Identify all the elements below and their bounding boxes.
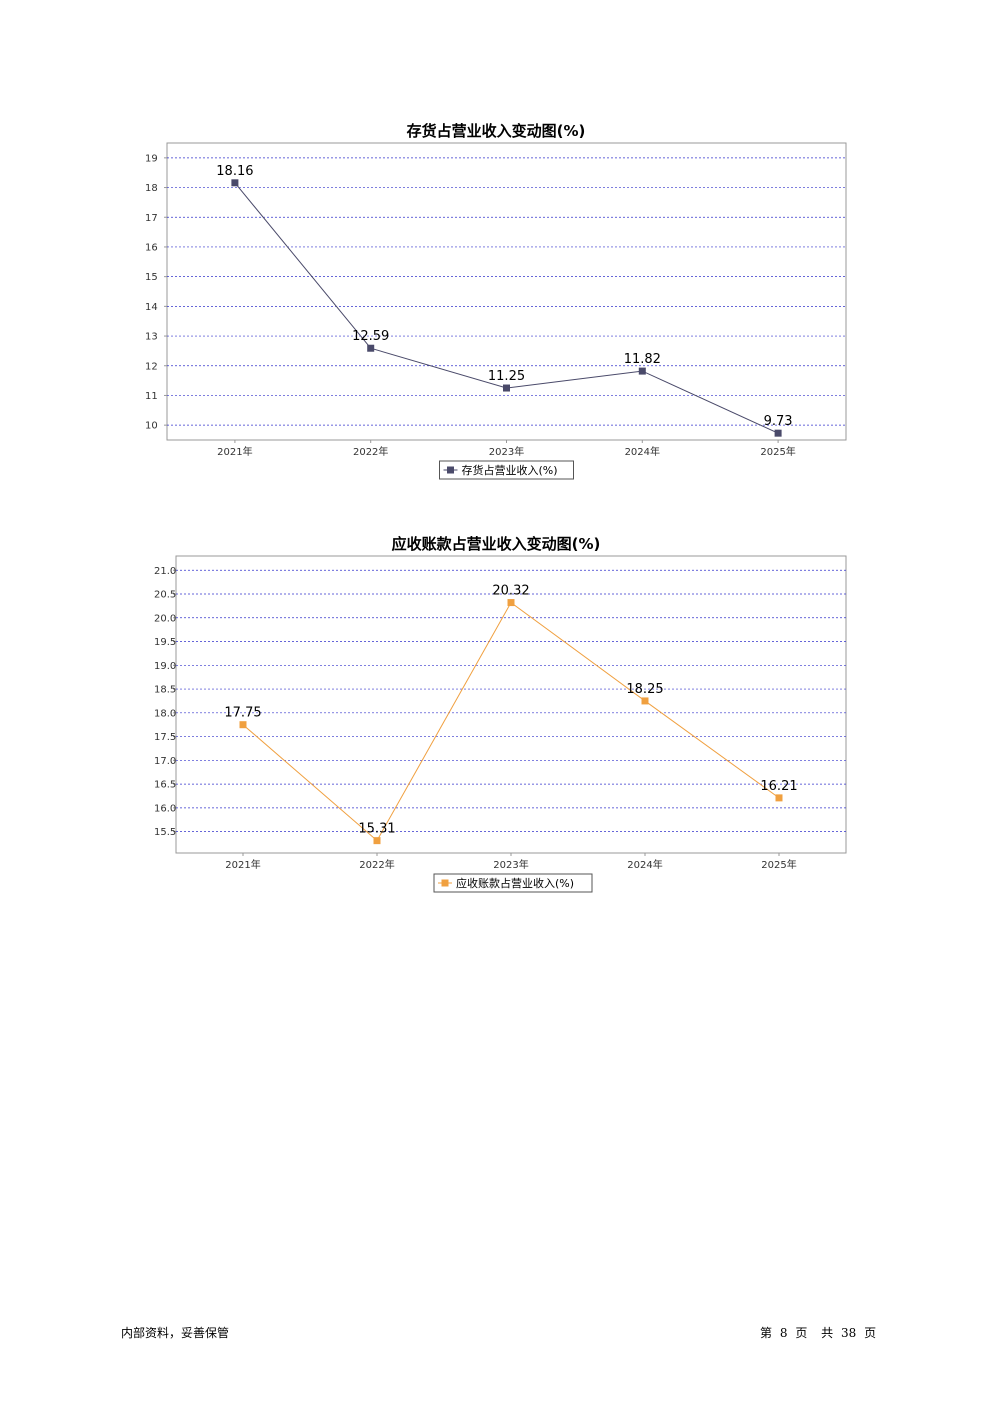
x-tick-label: 2024年 bbox=[625, 445, 660, 458]
data-label: 20.32 bbox=[492, 584, 529, 599]
y-tick-label: 16.0 bbox=[154, 803, 176, 814]
data-point bbox=[774, 429, 782, 437]
y-tick-label: 18 bbox=[145, 183, 158, 194]
footer-confidential-note: 内部资料，妥善保管 bbox=[121, 1326, 230, 1340]
legend-swatch-marker bbox=[447, 466, 454, 474]
data-point bbox=[507, 599, 515, 607]
x-tick-label: 2025年 bbox=[760, 445, 795, 458]
total-suffix: 页 bbox=[864, 1326, 877, 1340]
legend-box bbox=[433, 873, 593, 893]
chart-2-title: 应收账款占营业收入变动图(%) bbox=[391, 535, 601, 553]
y-tick-label: 15.5 bbox=[154, 827, 176, 838]
y-tick-label: 11 bbox=[145, 391, 158, 402]
x-tick-label: 2025年 bbox=[761, 858, 796, 871]
x-tick-label: 2021年 bbox=[217, 445, 252, 458]
y-tick-label: 21.0 bbox=[154, 566, 176, 577]
data-point bbox=[638, 367, 646, 375]
data-point bbox=[239, 721, 247, 729]
data-point bbox=[775, 794, 783, 802]
legend-swatch-marker bbox=[441, 879, 449, 887]
y-tick-label: 17.0 bbox=[154, 756, 176, 767]
y-tick-label: 14 bbox=[145, 302, 158, 313]
data-point bbox=[503, 384, 510, 392]
x-tick-label: 2023年 bbox=[489, 445, 524, 458]
y-tick-label: 20.0 bbox=[154, 613, 176, 624]
y-tick-label: 18.5 bbox=[154, 685, 176, 696]
data-point bbox=[373, 837, 381, 845]
chart-1-title: 存货占营业收入变动图(%) bbox=[406, 122, 586, 140]
legend-box bbox=[439, 460, 574, 480]
total-pages: 38 bbox=[841, 1326, 857, 1340]
y-tick-label: 19 bbox=[145, 153, 158, 164]
receivables-ratio-chart-svg: 15.5 16.0 16.5 17.0 17.5 18.0 18.5 19.0 19.5 20.0… bbox=[154, 555, 847, 893]
y-tick-label: 17 bbox=[145, 213, 158, 224]
y-tick-label: 18.0 bbox=[154, 708, 176, 719]
y-tick-label: 20.5 bbox=[154, 590, 176, 601]
data-label: 9.73 bbox=[764, 414, 793, 429]
data-label: 11.25 bbox=[488, 369, 525, 384]
inventory-ratio-chart: 10 11 12 13 14 15 16 17 18 19 2021年 2022年 2023年 2024年… bbox=[0, 140, 992, 490]
y-tick-label: 16.5 bbox=[154, 780, 176, 791]
page-prefix: 第 bbox=[760, 1326, 773, 1340]
page-number: 8 bbox=[779, 1326, 788, 1340]
x-tick-label: 2022年 bbox=[353, 445, 388, 458]
data-point bbox=[367, 344, 375, 352]
legend-label: 应收账款占营业收入(%) bbox=[456, 876, 574, 890]
data-point bbox=[231, 179, 239, 187]
data-label: 17.75 bbox=[224, 706, 261, 721]
data-point bbox=[641, 697, 649, 705]
x-tick-label: 2024年 bbox=[627, 858, 662, 871]
legend-label: 存货占营业收入(%) bbox=[462, 463, 558, 477]
inventory-ratio-chart-svg: 10 11 12 13 14 15 16 17 18 19 2021年 2022年 2023年 2024年… bbox=[145, 142, 847, 480]
footer-page-info: 第 8 页 共 38 页 bbox=[760, 1324, 880, 1341]
receivables-ratio-chart: 15.5 16.0 16.5 17.0 17.5 18.0 18.5 19.0 19.5 20.0… bbox=[0, 553, 992, 903]
y-tick-label: 19.0 bbox=[154, 661, 176, 672]
y-tick-label: 12 bbox=[145, 361, 158, 372]
data-label: 11.82 bbox=[624, 352, 661, 367]
data-label: 18.16 bbox=[216, 164, 253, 179]
y-tick-label: 16 bbox=[145, 242, 158, 253]
page-suffix: 页 bbox=[795, 1326, 808, 1340]
y-tick-label: 19.5 bbox=[154, 637, 176, 648]
total-prefix: 共 bbox=[821, 1326, 834, 1340]
data-label: 18.25 bbox=[626, 682, 663, 697]
data-label: 12.59 bbox=[352, 329, 389, 344]
y-tick-label: 13 bbox=[145, 332, 158, 343]
x-tick-label: 2021年 bbox=[225, 858, 260, 871]
y-tick-label: 15 bbox=[145, 272, 158, 283]
x-tick-label: 2022年 bbox=[359, 858, 394, 871]
x-tick-label: 2023年 bbox=[493, 858, 528, 871]
y-tick-label: 17.5 bbox=[154, 732, 176, 743]
data-label: 16.21 bbox=[760, 779, 797, 794]
y-tick-label: 10 bbox=[145, 421, 158, 432]
data-label: 15.31 bbox=[358, 822, 395, 837]
